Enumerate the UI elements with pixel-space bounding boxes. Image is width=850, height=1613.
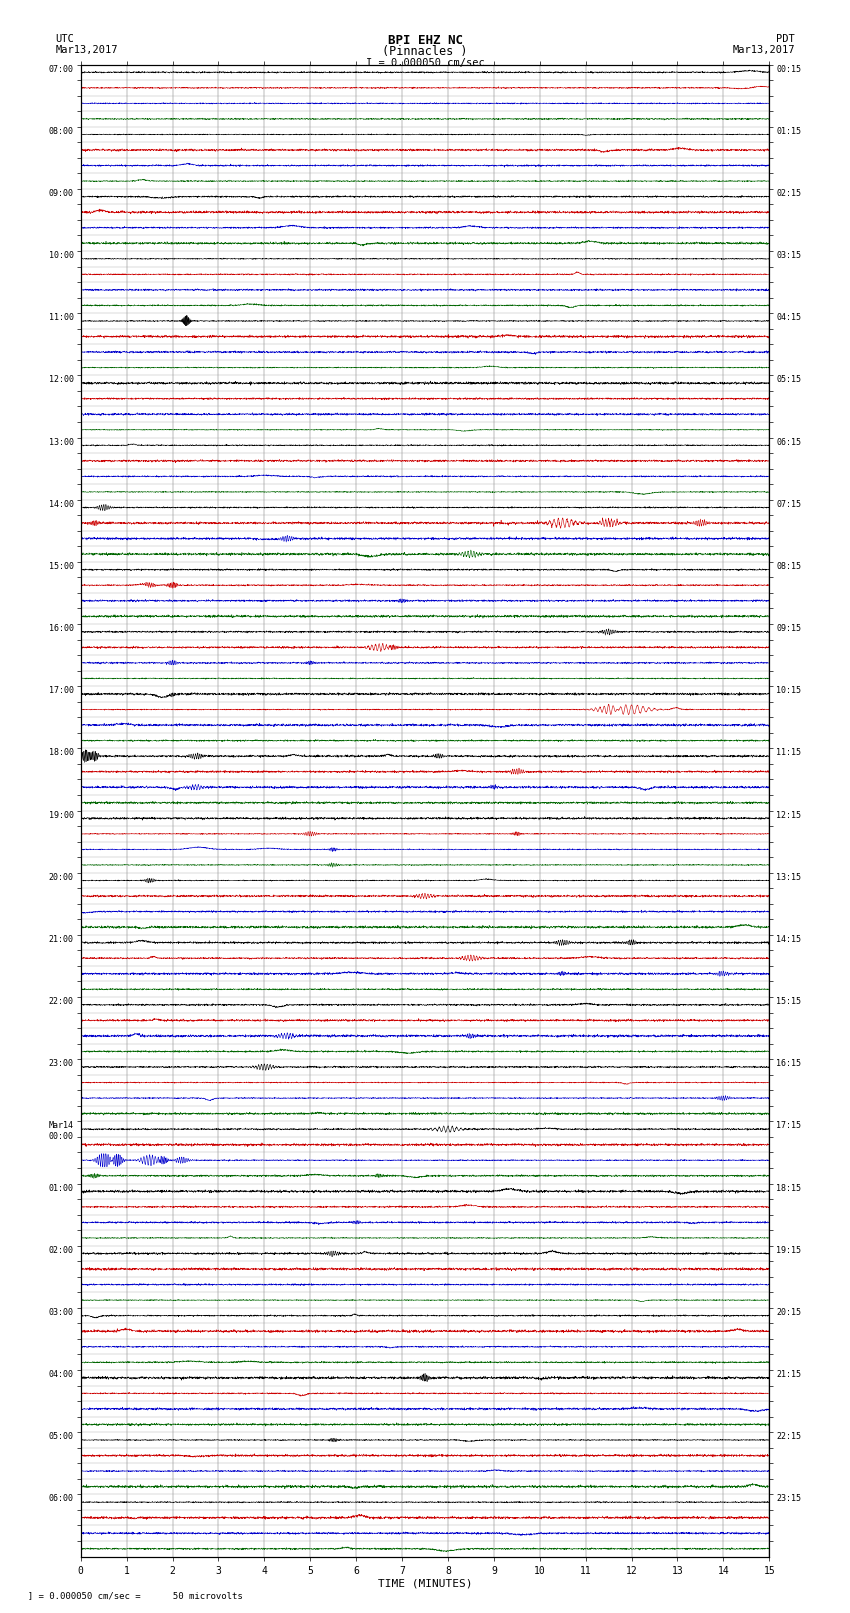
Text: (Pinnacles ): (Pinnacles )	[382, 45, 468, 58]
Text: ] = 0.000050 cm/sec =      50 microvolts: ] = 0.000050 cm/sec = 50 microvolts	[17, 1590, 243, 1600]
X-axis label: TIME (MINUTES): TIME (MINUTES)	[377, 1579, 473, 1589]
Text: PDT: PDT	[776, 34, 795, 44]
Text: I = 0.000050 cm/sec: I = 0.000050 cm/sec	[366, 58, 484, 68]
Text: Mar13,2017: Mar13,2017	[732, 45, 795, 55]
Text: UTC: UTC	[55, 34, 74, 44]
Text: Mar13,2017: Mar13,2017	[55, 45, 118, 55]
Text: BPI EHZ NC: BPI EHZ NC	[388, 34, 462, 47]
